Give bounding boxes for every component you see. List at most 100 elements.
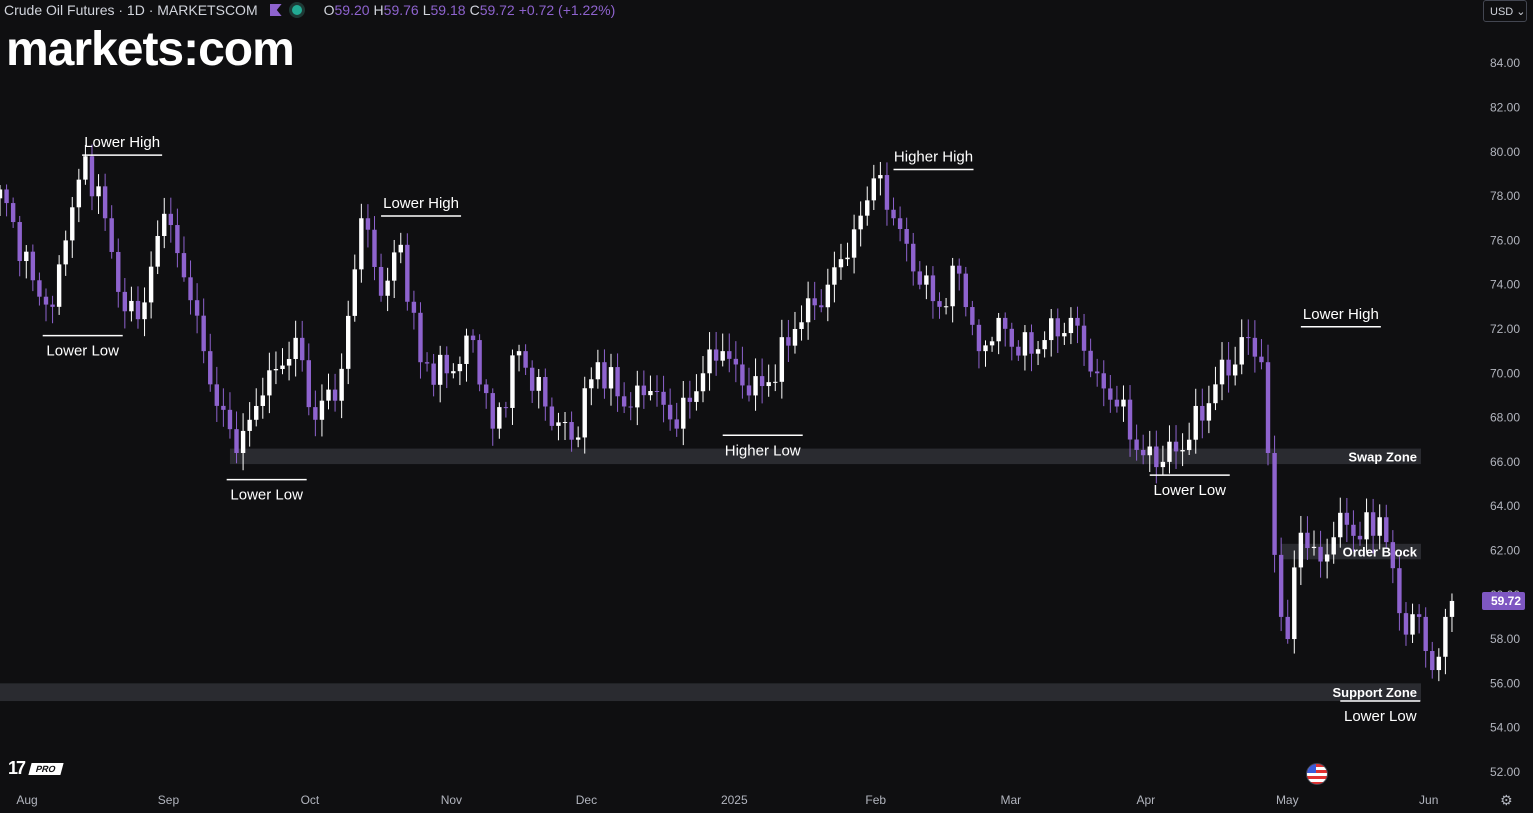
candle: [1449, 593, 1455, 633]
price-axis[interactable]: 52.0054.0056.0058.0060.0062.0064.0066.00…: [1482, 56, 1525, 779]
candle: [332, 373, 338, 412]
candle: [1278, 537, 1284, 632]
currency-select[interactable]: USD ⌄: [1483, 0, 1527, 22]
candle: [871, 164, 877, 211]
candle: [1410, 603, 1415, 643]
candle-body: [924, 275, 929, 285]
x-tick-label: Jun: [1419, 793, 1438, 807]
candle-body: [635, 385, 640, 408]
candle: [635, 370, 640, 426]
candle: [63, 230, 68, 276]
swing-label-8: Lower Low: [1344, 708, 1417, 725]
flag-icon[interactable]: [269, 4, 282, 16]
candle: [536, 369, 541, 409]
candle-body: [1200, 405, 1205, 421]
logo-colon: :: [183, 23, 199, 76]
candle: [654, 375, 660, 407]
candle: [280, 348, 285, 375]
candle-body: [516, 351, 522, 356]
candle-body: [1324, 554, 1330, 562]
candle: [339, 353, 344, 419]
candle: [615, 353, 620, 412]
candle-body: [240, 430, 246, 454]
candle: [602, 349, 607, 399]
candle-body: [352, 269, 357, 316]
y-tick-label: 80.00: [1490, 145, 1520, 159]
symbol-title[interactable]: Crude Oil Futures · 1D · MARKETSCOM: [4, 2, 258, 18]
gear-icon[interactable]: ⚙: [1500, 792, 1513, 808]
candle: [1180, 433, 1185, 467]
candle: [30, 244, 36, 292]
y-tick-label: 52.00: [1490, 765, 1520, 779]
candle-body: [76, 179, 82, 208]
candle: [792, 311, 798, 354]
candle: [1075, 306, 1080, 344]
candle-body: [1364, 512, 1369, 540]
candle: [135, 286, 141, 329]
candle-body: [1108, 388, 1113, 400]
x-tick-label: Nov: [441, 793, 462, 807]
candle-body: [122, 291, 128, 312]
last-price-label: 59.72: [1491, 594, 1521, 608]
logo-left: markets: [6, 23, 184, 76]
time-axis[interactable]: Aug Sep Oct Nov Dec 2025 Feb Mar Apr May Jun: [16, 793, 1438, 807]
candle-body: [661, 391, 666, 405]
candle-body: [917, 271, 922, 285]
candle: [911, 232, 916, 286]
candle-body: [536, 377, 541, 391]
tradingview-watermark[interactable]: 17 PRO: [8, 758, 64, 779]
candle-body: [1370, 512, 1376, 536]
candle: [175, 208, 180, 268]
candle-body: [30, 251, 36, 281]
candle: [470, 329, 476, 353]
candle-body: [858, 215, 863, 230]
candle-body: [1075, 317, 1080, 326]
us-flag-icon[interactable]: [1306, 763, 1328, 785]
candle: [1016, 340, 1021, 361]
candle: [378, 253, 384, 302]
x-tick-label: May: [1276, 793, 1299, 807]
candle: [319, 384, 325, 437]
candle-body: [733, 358, 739, 365]
candle: [523, 344, 528, 376]
candle-body: [418, 312, 423, 363]
candle: [240, 413, 246, 471]
candle-body: [832, 267, 837, 285]
candle: [1213, 366, 1218, 411]
candle: [10, 197, 16, 228]
candle: [181, 236, 187, 282]
candle-body: [102, 186, 108, 219]
candle-body: [483, 384, 489, 394]
candle-body: [1049, 318, 1054, 341]
candle-body: [529, 367, 535, 391]
candle-body: [1390, 542, 1396, 569]
candle: [451, 363, 456, 379]
candle: [1370, 498, 1376, 554]
candle: [773, 364, 778, 392]
candle-body: [976, 324, 982, 352]
candle-body: [457, 363, 463, 372]
candle: [674, 402, 679, 437]
candle: [1377, 504, 1382, 550]
candle: [878, 161, 883, 196]
y-tick-label: 68.00: [1490, 411, 1520, 425]
candle-body: [1278, 554, 1284, 617]
candle: [805, 281, 811, 340]
candle-body: [1449, 600, 1455, 617]
candle: [273, 351, 279, 385]
x-tick-label: Mar: [1000, 793, 1021, 807]
candle: [234, 411, 239, 464]
candle: [1338, 497, 1343, 548]
candle-body: [845, 257, 850, 260]
swing-label-6: Lower High: [1303, 306, 1379, 323]
candle-body: [641, 385, 647, 396]
candle: [1035, 341, 1041, 366]
candle-body: [1305, 532, 1310, 549]
candle: [924, 265, 929, 300]
candle: [17, 215, 22, 277]
candle-body: [1055, 318, 1060, 337]
candle: [497, 402, 502, 439]
candle: [1344, 497, 1350, 543]
